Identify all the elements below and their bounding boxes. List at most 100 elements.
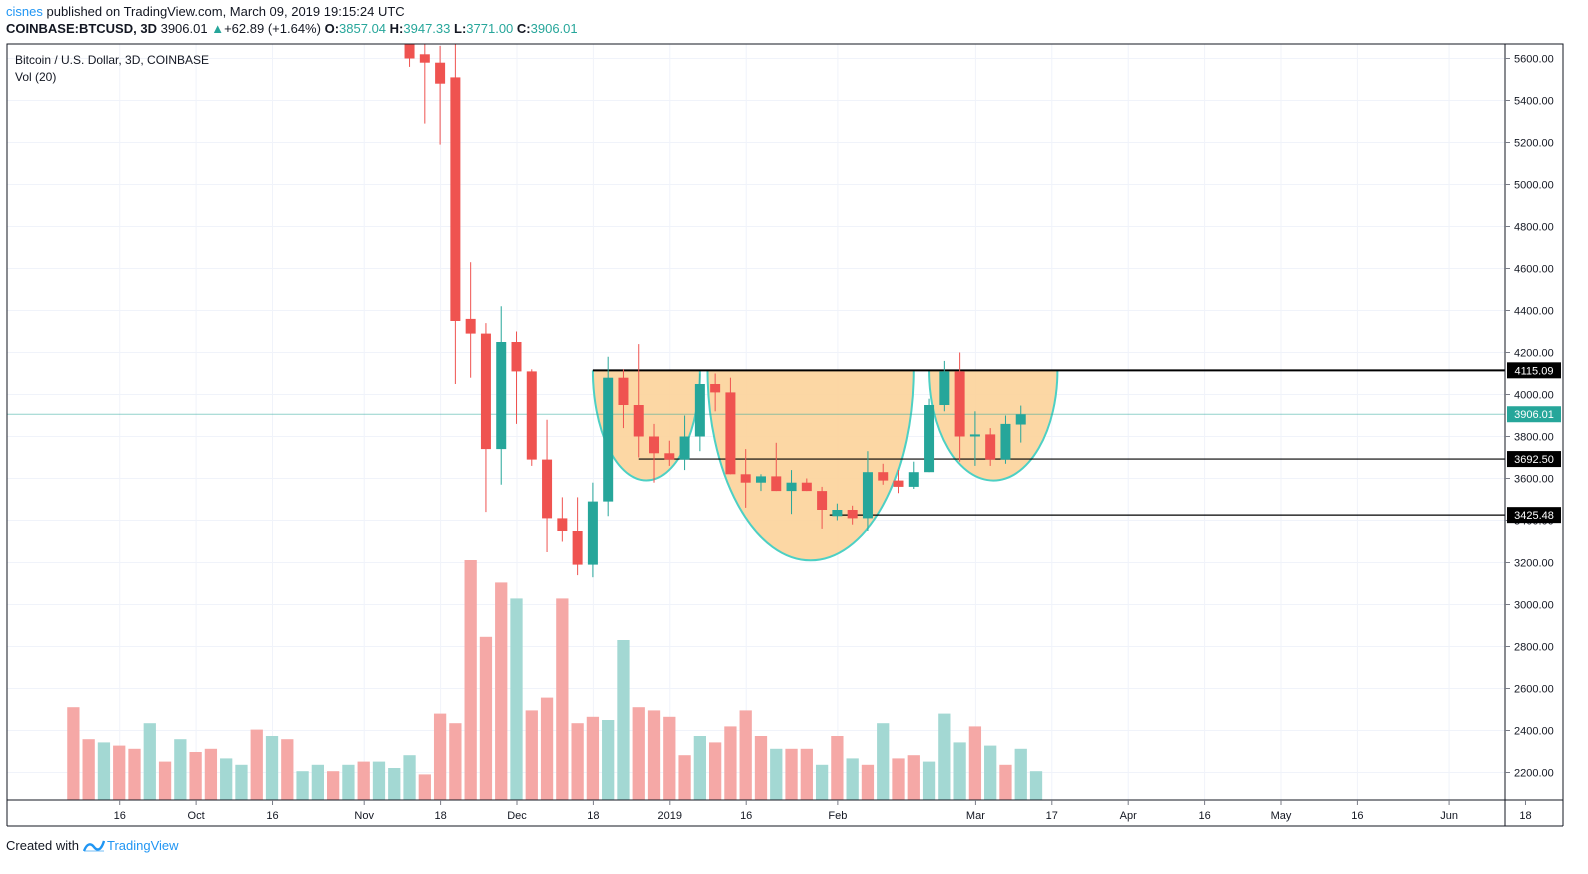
candle-body: [969, 434, 980, 437]
time-tick-label: 16: [740, 810, 752, 822]
price-axis[interactable]: 5600.00 5400.00 5200.00 5000.00 4800.00 4600.…: [1505, 54, 1561, 780]
price-tick-label: 2600.00: [1514, 684, 1554, 696]
candle-body: [725, 392, 736, 475]
price-tick-label: 2400.00: [1514, 726, 1554, 738]
volume-bar: [724, 726, 737, 800]
volume-bar: [372, 761, 386, 800]
created-with-text: Created with: [6, 838, 79, 853]
volume-bar: [877, 723, 890, 800]
volume-bar: [647, 710, 661, 800]
candle-body: [786, 482, 797, 492]
time-tick-label: Oct: [188, 810, 205, 822]
volume-bar: [250, 729, 263, 800]
price-tick-label: 3200.00: [1514, 558, 1554, 570]
candle-body: [878, 472, 889, 481]
candle-body: [954, 371, 965, 437]
candle-body: [694, 384, 705, 437]
time-tick-label: 2019: [658, 810, 682, 822]
volume-bar: [861, 764, 875, 800]
publisher-link[interactable]: cisnes: [6, 4, 43, 19]
candle-body: [618, 377, 629, 405]
time-tick-label: Apr: [1120, 810, 1137, 822]
price-tick-label: 5000.00: [1514, 180, 1554, 192]
volume-bar: [418, 774, 431, 800]
level-price-label: 4115.09: [1515, 365, 1554, 377]
volume-bar: [663, 716, 676, 800]
cup-pattern-outline: [591, 370, 701, 482]
candle-body: [862, 472, 873, 519]
candle-body: [450, 77, 461, 322]
candle-body: [771, 476, 782, 492]
volume-bar: [938, 713, 951, 800]
time-tick-label: Jun: [1440, 810, 1458, 822]
volume-bar: [1014, 748, 1027, 800]
volume-bar: [922, 761, 936, 800]
candle-body: [710, 384, 721, 393]
volume-bar: [464, 560, 477, 800]
volume-bar: [984, 745, 997, 800]
candle-body: [511, 342, 522, 372]
candle-body: [526, 371, 537, 460]
cup-pattern-outline: [928, 370, 1059, 481]
volume-bar: [495, 582, 508, 800]
volume-bar: [265, 736, 279, 800]
open-value: 3857.04: [339, 21, 387, 36]
candle-body: [419, 54, 430, 63]
price-tick-label: 2800.00: [1514, 642, 1554, 654]
candle-body: [633, 405, 644, 437]
current-price-badge: [1507, 406, 1561, 423]
volume-bar: [693, 736, 706, 800]
candle-body: [496, 342, 507, 450]
candle-body: [893, 480, 904, 487]
candle-body: [480, 333, 491, 450]
volume-bar: [220, 758, 233, 800]
price-tick-label: 3600.00: [1514, 474, 1554, 486]
candle-body: [664, 453, 675, 460]
candle-body: [542, 459, 553, 519]
price-tick-label: 4200.00: [1514, 348, 1554, 360]
cup-pattern-drawings: [591, 370, 1059, 562]
tradingview-link[interactable]: TradingView: [82, 837, 179, 855]
close-label: C:: [516, 21, 531, 36]
volume-bar: [525, 710, 538, 800]
candles: [404, 44, 1026, 578]
volume-bar: [479, 636, 493, 800]
tradingview-brand: TradingView: [106, 838, 179, 853]
volume-bar: [189, 752, 202, 800]
triangle-up-icon: ▲: [211, 21, 225, 36]
open-label: O:: [324, 21, 340, 36]
volume-bar: [403, 755, 416, 800]
candle-body: [1015, 414, 1026, 425]
volume-bar: [204, 748, 218, 800]
chart-title: Bitcoin / U.S. Dollar, 3D, COINBASE: [15, 53, 209, 67]
candle-body: [847, 510, 858, 519]
price-tick-label: 4000.00: [1514, 390, 1554, 402]
volume-bar: [770, 748, 783, 800]
volume-bar: [296, 771, 309, 800]
level-price-badge: [1507, 362, 1561, 379]
published-text: published on TradingView.com, March 09, …: [46, 4, 405, 19]
volume-bar: [510, 598, 523, 800]
time-tick-label: Dec: [507, 810, 527, 822]
volume-bar: [800, 748, 813, 800]
volume-bar: [235, 764, 248, 800]
time-axis[interactable]: 16 Oct 16 Nov 18 Dec 18 2019 16 Feb Mar 17 Apr 16 May 1…: [114, 800, 1532, 822]
volume-bar: [831, 736, 844, 800]
candle-body: [1000, 423, 1011, 460]
volume-bars: [67, 560, 1043, 800]
time-tick-label: Mar: [966, 810, 985, 822]
current-price-label: 3906.01: [1514, 409, 1554, 421]
volume-bar: [739, 710, 752, 800]
price-tick-label: 2200.00: [1514, 768, 1554, 780]
volume-bar: [388, 768, 401, 800]
candle-body: [435, 62, 446, 84]
close-value: 3906.01: [530, 21, 578, 36]
volume-bar: [892, 758, 905, 800]
volume-bar: [174, 739, 187, 800]
price-tick-label: 4800.00: [1514, 222, 1554, 234]
volume-bar: [281, 739, 294, 800]
volume-bar: [449, 723, 462, 800]
price-tick-label: 5200.00: [1514, 138, 1554, 150]
chart-frame: [6, 43, 1564, 827]
